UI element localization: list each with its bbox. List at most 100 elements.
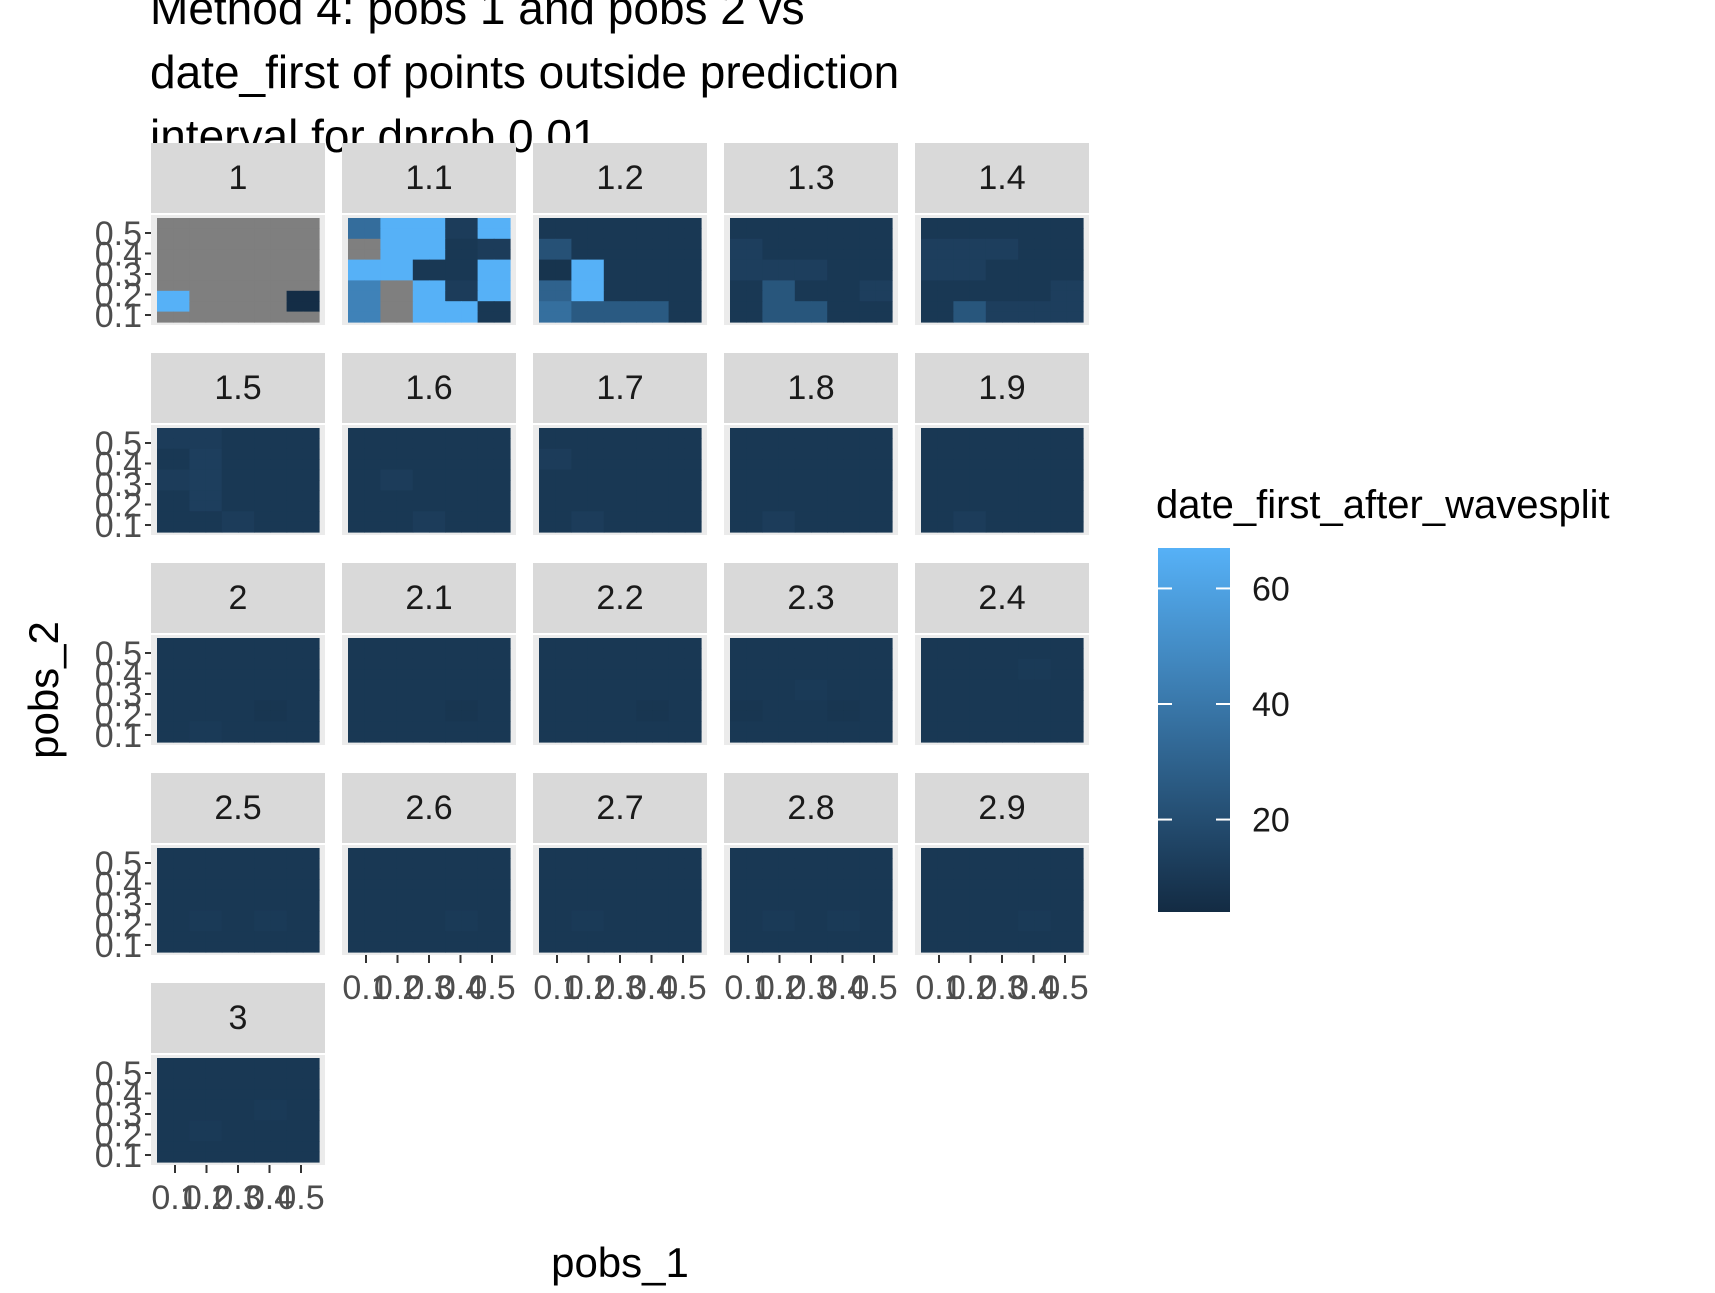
- heatmap-tile: [937, 459, 954, 471]
- heatmap-tile: [380, 480, 398, 491]
- heatmap-tile: [254, 1078, 271, 1090]
- heatmap-tile: [270, 879, 288, 891]
- heatmap-tile: [396, 218, 414, 229]
- heatmap-tile: [969, 228, 987, 240]
- heatmap-tile: [238, 301, 255, 313]
- heatmap-tile: [189, 228, 207, 240]
- heatmap-tile: [539, 521, 556, 533]
- heatmap-tile: [730, 218, 747, 229]
- heatmap-tile: [620, 228, 637, 240]
- heatmap-tile: [827, 448, 844, 460]
- heatmap-tile: [1018, 638, 1035, 649]
- heatmap-tile: [668, 679, 686, 691]
- heatmap-tile: [875, 920, 893, 932]
- heatmap-tile: [859, 290, 877, 302]
- heatmap-tile: [412, 500, 430, 512]
- heatmap-tile: [221, 700, 239, 712]
- heatmap-tile: [1002, 301, 1019, 313]
- heatmap-tile: [1034, 521, 1052, 533]
- heatmap-tile: [429, 259, 446, 271]
- heatmap-tile: [270, 710, 288, 722]
- heatmap-tile: [539, 638, 556, 649]
- heatmap-tile: [811, 218, 828, 229]
- heatmap-tile: [571, 710, 589, 722]
- heatmap-tile: [746, 889, 763, 901]
- heatmap-tile: [555, 280, 572, 292]
- heatmap-tile: [1018, 679, 1035, 691]
- heatmap-tile: [1018, 731, 1035, 743]
- heatmap-tile: [254, 648, 271, 660]
- heatmap-tile: [238, 700, 255, 712]
- heatmap-tile: [286, 848, 304, 859]
- heatmap-tile: [205, 1141, 223, 1153]
- heatmap-tile: [811, 638, 828, 649]
- heatmap-tile: [380, 511, 398, 523]
- heatmap-tile: [189, 1078, 207, 1090]
- heatmap-tile: [875, 900, 893, 911]
- heatmap-tile: [238, 228, 255, 240]
- heatmap-tile: [445, 228, 462, 240]
- heatmap-tile: [493, 511, 511, 523]
- heatmap-tile: [1002, 700, 1019, 712]
- heatmap-tile: [969, 280, 987, 292]
- heatmap-tile: [827, 721, 844, 733]
- heatmap-tile: [1034, 721, 1052, 733]
- heatmap-tile: [1018, 511, 1035, 523]
- heatmap-tile: [668, 428, 686, 439]
- heatmap-tile: [189, 1120, 207, 1132]
- heatmap-tile: [794, 218, 812, 229]
- heatmap-tile: [189, 848, 207, 859]
- heatmap-tile: [969, 900, 987, 911]
- heatmap-tile: [254, 1099, 271, 1111]
- heatmap-tile: [1050, 731, 1068, 743]
- heatmap-tile: [794, 228, 812, 240]
- heatmap-tile: [493, 311, 511, 323]
- heatmap-tile: [794, 910, 812, 922]
- heatmap-tile: [668, 658, 686, 670]
- facet-strip-label: 1.7: [596, 369, 643, 407]
- legend-colorbar: [1158, 548, 1230, 912]
- heatmap-tile: [684, 290, 702, 302]
- heatmap-tile: [794, 480, 812, 491]
- heatmap-tile: [953, 280, 971, 292]
- heatmap-tile: [827, 270, 844, 281]
- heatmap-tile: [620, 428, 637, 439]
- heatmap-tile: [1002, 679, 1019, 691]
- heatmap-tile: [539, 280, 556, 292]
- heatmap-tile: [477, 448, 495, 460]
- heatmap-tile: [1066, 858, 1084, 870]
- x-tick-label: 0.5: [277, 1179, 324, 1217]
- heatmap-tile: [445, 858, 462, 870]
- heatmap-tile: [587, 238, 605, 250]
- heatmap-tile: [555, 858, 572, 870]
- heatmap-tile: [302, 1078, 320, 1090]
- heatmap-tile: [778, 280, 796, 292]
- heatmap-tile: [603, 931, 621, 943]
- heatmap-tile: [746, 438, 763, 450]
- heatmap-tile: [396, 500, 414, 512]
- heatmap-tile: [221, 1130, 239, 1142]
- heatmap-tile: [762, 941, 780, 953]
- heatmap-tile: [811, 690, 828, 701]
- heatmap-tile: [396, 910, 414, 922]
- heatmap-tile: [778, 218, 796, 229]
- heatmap-tile: [205, 1078, 223, 1090]
- heatmap-tile: [587, 920, 605, 932]
- heatmap-tile: [412, 511, 430, 523]
- heatmap-tile: [636, 879, 653, 891]
- heatmap-tile: [603, 500, 621, 512]
- heatmap-tile: [730, 511, 747, 523]
- heatmap-tile: [286, 1099, 304, 1111]
- heatmap-tile: [270, 1120, 288, 1132]
- heatmap-tile: [302, 438, 320, 450]
- heatmap-tile: [652, 428, 670, 439]
- heatmap-tile: [173, 889, 190, 901]
- heatmap-tile: [985, 858, 1003, 870]
- heatmap-tile: [270, 721, 288, 733]
- heatmap-tile: [238, 500, 255, 512]
- heatmap-tile: [969, 448, 987, 460]
- heatmap-tile: [937, 500, 954, 512]
- heatmap-tile: [173, 1089, 190, 1101]
- y-tick-label: 0.3: [95, 1096, 142, 1134]
- heatmap-tile: [555, 931, 572, 943]
